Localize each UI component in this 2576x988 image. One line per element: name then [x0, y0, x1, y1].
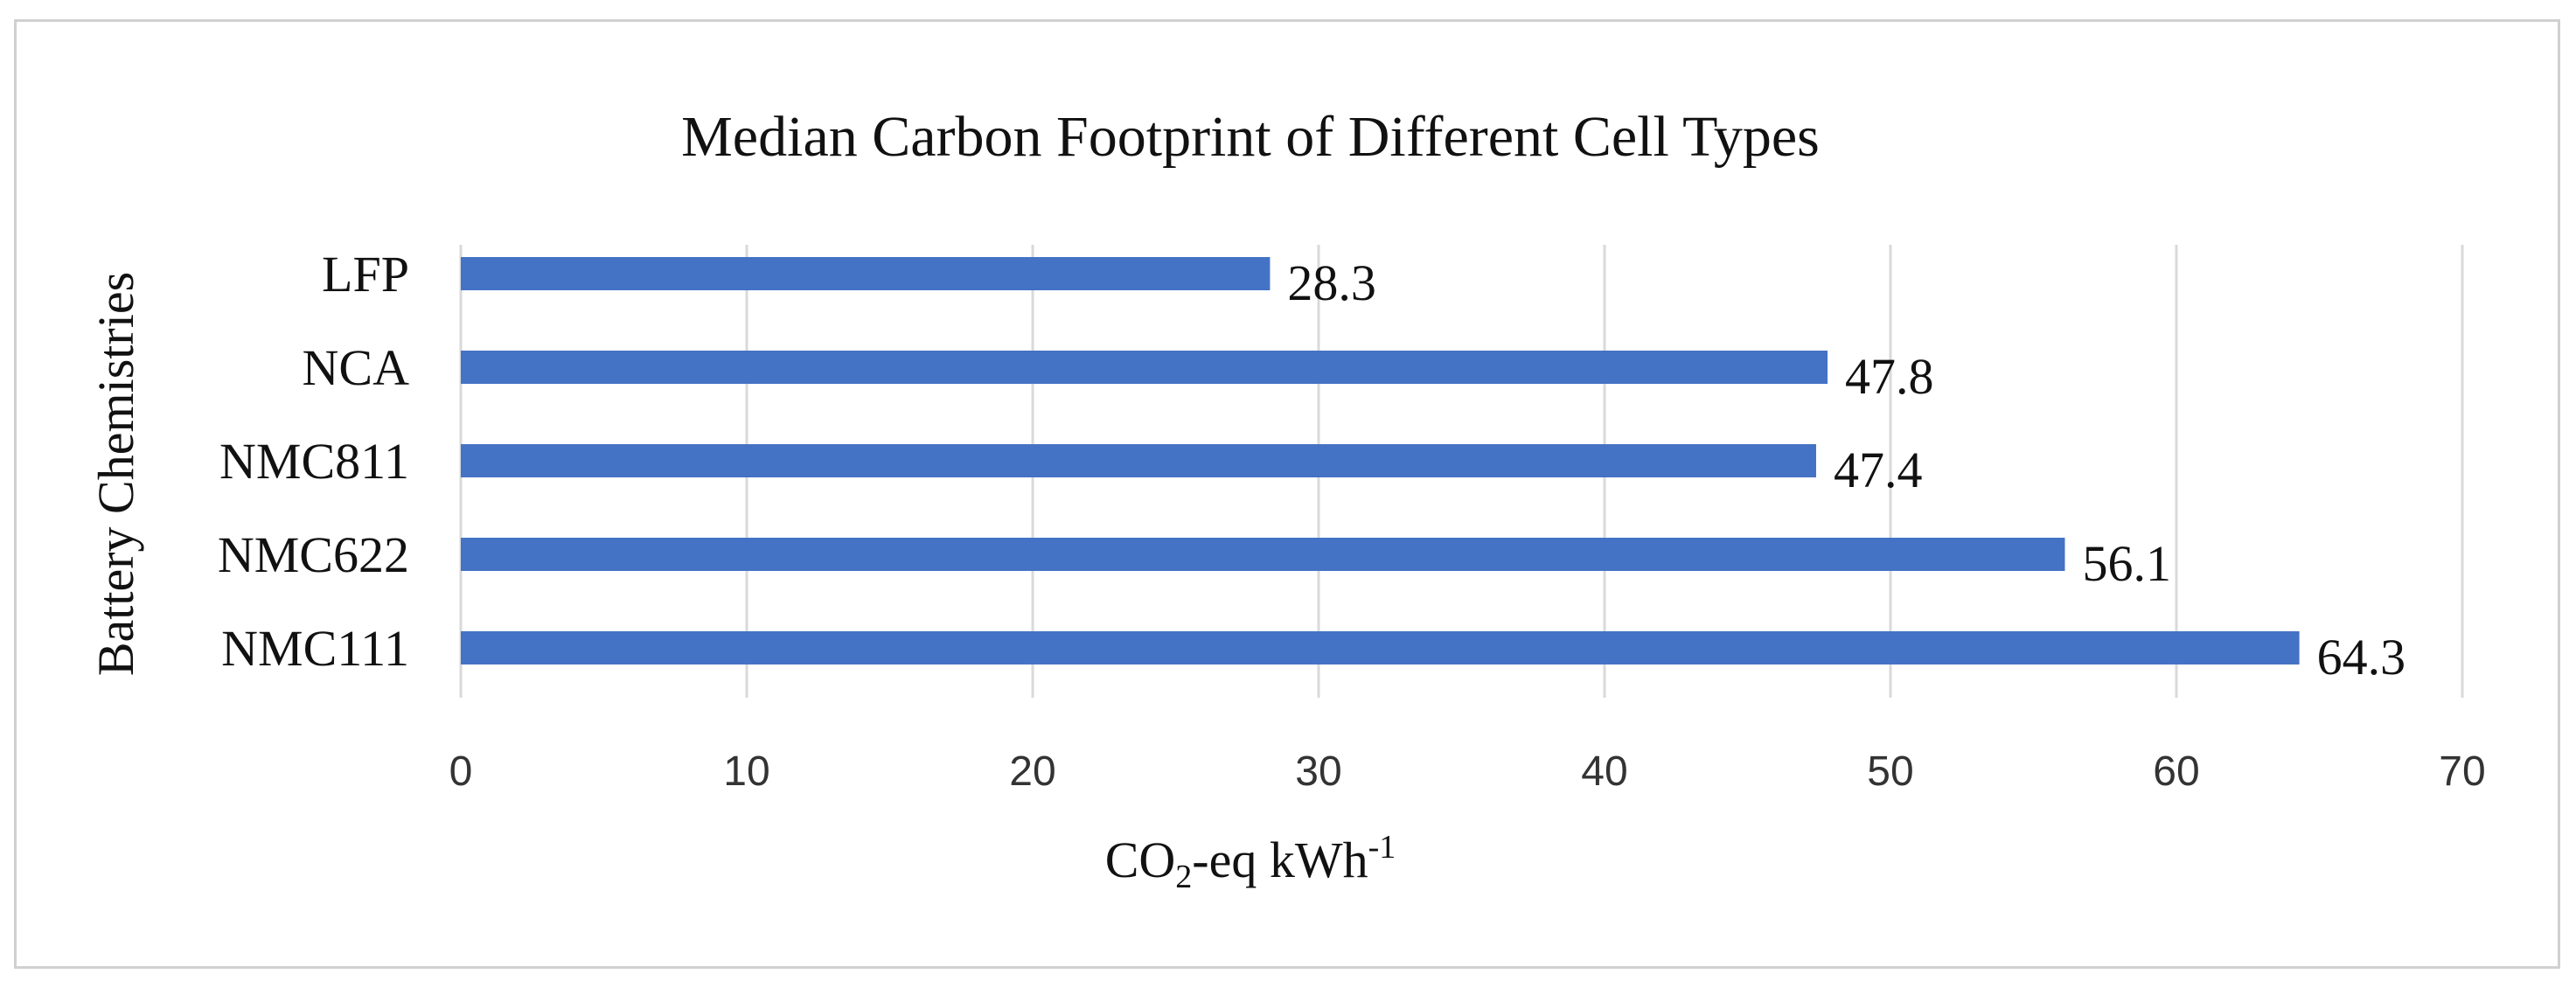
- x-axis-label: CO2-eq kWh-1: [1105, 829, 1396, 895]
- bar-nca: [461, 351, 1828, 384]
- y-tick-label: NCA: [303, 339, 410, 396]
- y-tick-label: NMC811: [219, 433, 409, 490]
- data-label: 28.3: [1287, 254, 1376, 311]
- data-label: 47.8: [1845, 348, 1934, 405]
- bar-nmc111: [461, 631, 2300, 664]
- x-tick-label: 0: [449, 748, 473, 795]
- labels: 0 10 20 30 40 50 60 70 LFP 28.3 NCA 47.8 NMC811 47.4 N…: [218, 246, 2486, 795]
- x-tick-label: 20: [1009, 748, 1055, 795]
- bar-lfp: [461, 257, 1271, 290]
- chart-frame: [14, 19, 2560, 969]
- x-tick-label: 50: [1867, 748, 1913, 795]
- x-tick-label: 30: [1295, 748, 1341, 795]
- y-tick-label: NMC111: [221, 620, 409, 677]
- bars: [461, 257, 2300, 664]
- data-label: 64.3: [2317, 629, 2406, 685]
- bar-nmc811: [461, 444, 1816, 477]
- x-axis-label-subscript: 2: [1175, 859, 1192, 895]
- x-tick-label: 10: [723, 748, 769, 795]
- x-axis-label-base: CO: [1105, 831, 1176, 888]
- y-axis-label: Battery Chemistries: [87, 272, 144, 676]
- x-tick-label: 70: [2439, 748, 2485, 795]
- chart-title: Median Carbon Footprint of Different Cel…: [681, 105, 1820, 169]
- x-tick-label: 60: [2153, 748, 2199, 795]
- x-tick-label: 40: [1581, 748, 1627, 795]
- x-axis-label-superscript: -1: [1368, 829, 1396, 866]
- data-label: 56.1: [2082, 535, 2171, 592]
- y-tick-label: LFP: [322, 246, 409, 303]
- y-tick-label: NMC622: [218, 526, 409, 583]
- x-axis-label-main: -eq kWh: [1192, 831, 1368, 888]
- bar-nmc622: [461, 538, 2065, 571]
- data-label: 47.4: [1834, 442, 1923, 498]
